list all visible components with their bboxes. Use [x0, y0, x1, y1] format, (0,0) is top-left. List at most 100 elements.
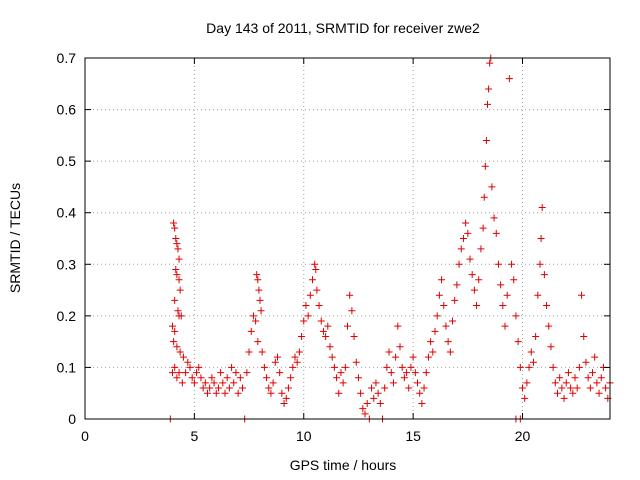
data-point	[317, 317, 325, 325]
data-point	[449, 317, 456, 325]
data-point	[479, 224, 487, 232]
chart-title: Day 143 of 2011, SRMTID for receiver zwe…	[206, 20, 480, 36]
data-point	[271, 358, 279, 366]
data-point	[315, 302, 323, 310]
data-point	[564, 369, 572, 377]
data-point	[470, 286, 478, 294]
x-tick-label: 10	[296, 428, 312, 444]
data-point	[427, 338, 435, 346]
data-point	[319, 327, 327, 335]
data-point	[260, 363, 268, 371]
x-tick-label: 20	[515, 428, 531, 444]
data-point	[298, 332, 306, 340]
data-point	[521, 394, 529, 402]
data-point	[537, 235, 545, 242]
data-point	[254, 338, 262, 346]
data-point	[424, 353, 432, 361]
data-point	[486, 59, 494, 67]
data-point	[422, 369, 430, 377]
data-point	[197, 374, 205, 382]
y-tick-label: 0.5	[57, 153, 77, 169]
data-point	[481, 162, 489, 170]
data-point	[459, 235, 467, 242]
data-point	[291, 353, 299, 361]
data-point	[182, 369, 190, 377]
data-point	[173, 240, 181, 248]
data-point	[567, 384, 575, 392]
data-point	[431, 327, 439, 335]
data-point	[293, 358, 301, 366]
data-point	[545, 322, 553, 330]
data-point	[543, 302, 551, 310]
data-point	[381, 384, 389, 392]
data-point	[403, 369, 411, 377]
data-point	[312, 265, 320, 273]
data-point	[591, 353, 599, 361]
data-point	[169, 369, 176, 377]
data-point	[210, 379, 218, 387]
data-point	[571, 374, 579, 382]
data-point	[558, 384, 566, 392]
data-point	[584, 374, 592, 382]
data-point	[247, 327, 255, 335]
data-point	[392, 353, 400, 361]
data-point	[221, 389, 229, 397]
data-point	[344, 322, 351, 330]
data-point	[254, 276, 262, 284]
data-point	[534, 291, 542, 299]
data-point	[407, 363, 415, 371]
data-point	[359, 405, 367, 413]
data-point	[179, 353, 187, 361]
data-point	[385, 348, 393, 356]
data-point	[258, 348, 266, 356]
data-point	[326, 343, 334, 351]
data-point	[225, 384, 233, 392]
data-point	[175, 255, 183, 263]
data-point	[212, 389, 220, 397]
data-point	[374, 389, 382, 397]
data-point	[171, 363, 179, 371]
x-tick-label: 5	[190, 428, 198, 444]
data-point	[551, 379, 559, 387]
data-point	[309, 276, 316, 284]
y-tick-label: 0.1	[57, 359, 77, 375]
data-point	[173, 271, 181, 279]
data-point	[280, 400, 288, 408]
data-point	[171, 224, 179, 232]
data-point	[573, 384, 581, 392]
y-tick-label: 0.2	[57, 308, 77, 324]
data-point	[516, 363, 524, 371]
data-point	[523, 379, 531, 387]
data-point	[560, 394, 568, 402]
data-point	[335, 389, 343, 397]
data-point	[482, 137, 490, 145]
data-point	[282, 394, 290, 402]
data-point	[276, 369, 284, 377]
data-point	[575, 363, 583, 371]
y-tick-label: 0.4	[57, 205, 77, 221]
data-point	[190, 379, 198, 387]
data-point	[497, 281, 505, 289]
data-point	[172, 265, 180, 273]
data-point	[416, 389, 424, 397]
data-point	[337, 369, 345, 377]
data-point	[352, 358, 360, 366]
data-point	[255, 286, 263, 294]
data-point	[302, 302, 310, 310]
data-point	[420, 384, 428, 392]
axes-layer	[84, 57, 611, 420]
data-point	[451, 296, 459, 304]
data-point	[457, 245, 465, 253]
data-point	[455, 260, 463, 268]
data-point	[394, 322, 402, 330]
data-point	[169, 322, 176, 330]
data-point	[536, 260, 544, 268]
data-point	[488, 183, 496, 191]
data-point	[206, 384, 214, 392]
data-point	[389, 379, 397, 387]
data-point	[175, 369, 183, 377]
data-point	[411, 369, 419, 377]
data-point	[532, 332, 540, 340]
data-point	[466, 255, 474, 263]
data-point	[519, 384, 526, 392]
